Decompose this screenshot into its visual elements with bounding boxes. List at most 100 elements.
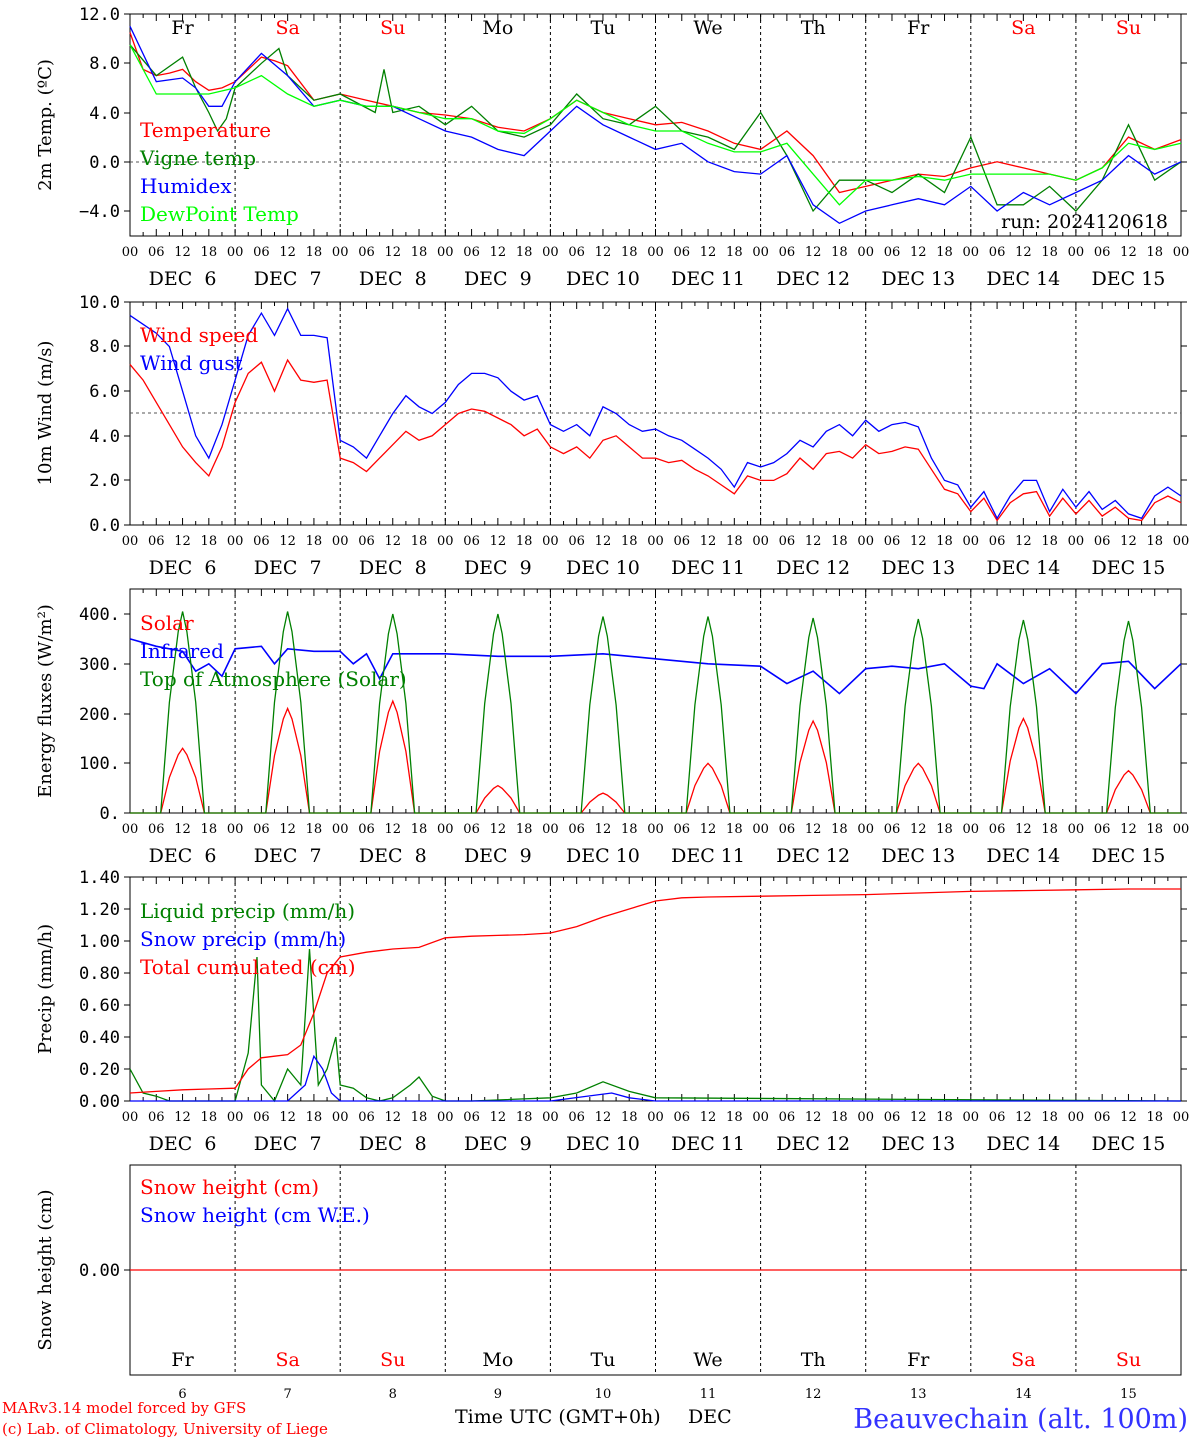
y-axis-label: 10m Wind (m/s) (35, 341, 56, 486)
hour-label: 18 (936, 822, 953, 837)
hour-label: 00 (1068, 822, 1085, 837)
hour-label: 12 (279, 822, 296, 837)
hour-label: 00 (752, 822, 769, 837)
hour-label: 00 (332, 822, 349, 837)
hour-label: 12 (490, 534, 507, 549)
hour-label: 18 (201, 1110, 218, 1125)
date-label: DEC 8 (359, 268, 427, 290)
legend-entry: Snow height (cm) (140, 1175, 319, 1199)
y-axis-label: Energy fluxes (W/m²) (35, 604, 56, 798)
date-label: DEC 9 (464, 845, 532, 867)
hour-label: 18 (726, 1110, 743, 1125)
weekday-label-bottom: Tu (590, 1349, 615, 1371)
hour-label: 06 (253, 245, 270, 260)
day-number: 9 (494, 1387, 502, 1402)
hour-label: 00 (963, 534, 980, 549)
hour-label: 12 (1015, 534, 1032, 549)
y-tick-label: 1.00 (79, 932, 120, 952)
hour-label: 18 (936, 245, 953, 260)
hour-label: 12 (174, 534, 191, 549)
hour-label: 12 (805, 822, 822, 837)
hour-label: 00 (227, 822, 244, 837)
footer-copyright: (c) Lab. of Climatology, University of L… (2, 1420, 328, 1438)
panel-frames (124, 13, 1187, 1376)
legend-entry: Top of Atmosphere (Solar) (140, 667, 407, 691)
hour-label: 18 (201, 245, 218, 260)
hour-label: 06 (1094, 1110, 1111, 1125)
weekday-label-top: Tu (590, 17, 615, 39)
date-label: DEC 10 (566, 1133, 640, 1155)
hour-label: 06 (463, 534, 480, 549)
hour-label: 18 (726, 822, 743, 837)
hour-label: 12 (1015, 822, 1032, 837)
y-tick-label: −4.0 (79, 202, 120, 222)
date-label: DEC 14 (986, 845, 1060, 867)
hour-label: 12 (279, 1110, 296, 1125)
date-label: DEC 13 (881, 557, 955, 579)
hour-label: 06 (674, 822, 691, 837)
hour-label: 18 (831, 245, 848, 260)
date-label: DEC 13 (881, 1133, 955, 1155)
hour-label: 00 (542, 245, 559, 260)
y-tick-label: 100. (79, 754, 120, 774)
y-tick-label: 8.0 (89, 337, 120, 357)
weekday-label-bottom: Fr (907, 1349, 930, 1371)
date-label: DEC 11 (671, 268, 745, 290)
hour-label: 18 (516, 245, 533, 260)
date-label: DEC 15 (1092, 1133, 1166, 1155)
y-tick-label: 300. (79, 655, 120, 675)
y-tick-label: 0.80 (79, 964, 120, 984)
hour-label: 00 (857, 245, 874, 260)
run-annotation: run: 2024120618 (1001, 211, 1168, 233)
series-line-3-3 (130, 611, 1181, 814)
hour-label: 00 (857, 1110, 874, 1125)
hour-label: 06 (568, 534, 585, 549)
hour-label: 18 (1146, 822, 1163, 837)
hour-label: 00 (1173, 534, 1190, 549)
hour-label: 06 (253, 534, 270, 549)
series-lines (129, 26, 1182, 1271)
hour-label: 00 (437, 245, 454, 260)
series-line-2-1 (129, 358, 1182, 522)
hour-label: 06 (674, 245, 691, 260)
hour-label: 00 (122, 534, 139, 549)
hour-label: 00 (647, 534, 664, 549)
hour-label: 18 (411, 822, 428, 837)
y-tick-label: 12.0 (79, 5, 120, 25)
day-number: 6 (178, 1387, 186, 1402)
legend-entry: Snow height (cm W.E.) (140, 1203, 370, 1227)
date-label: DEC 13 (881, 845, 955, 867)
y-tick-label: 2.0 (89, 471, 120, 491)
hour-label: 06 (884, 245, 901, 260)
hour-label: 12 (700, 534, 717, 549)
hour-label: 18 (306, 1110, 323, 1125)
hour-label: 00 (963, 1110, 980, 1125)
legend-entry: Wind speed (140, 323, 258, 347)
hour-label: 12 (1120, 1110, 1137, 1125)
weekday-label-top: Mo (482, 17, 513, 39)
y-tick-label: 0.40 (79, 1028, 120, 1048)
hour-label: 18 (306, 245, 323, 260)
legend-entry: Wind gust (140, 351, 243, 375)
series-line-1-3 (129, 26, 1182, 225)
series-line-4-3 (129, 888, 1181, 1094)
date-label: DEC 7 (254, 1133, 322, 1155)
weekday-label-top: Su (1116, 17, 1141, 39)
date-label: DEC 15 (1092, 845, 1166, 867)
weekday-label-top: Fr (907, 17, 930, 39)
hour-label: 06 (674, 534, 691, 549)
hour-label: 12 (1015, 245, 1032, 260)
hour-label: 18 (1146, 534, 1163, 549)
footer-model: MARv3.14 model forced by GFS (2, 1399, 246, 1417)
date-label: DEC 11 (671, 845, 745, 867)
weekday-label-bottom: Mo (482, 1349, 513, 1371)
hour-label: 06 (148, 245, 165, 260)
hour-label: 00 (542, 534, 559, 549)
day-number: 8 (389, 1387, 397, 1402)
y-tick-label: 0.00 (79, 1261, 120, 1281)
hour-label: 18 (621, 534, 638, 549)
weekday-label-bottom: Su (1116, 1349, 1141, 1371)
weekday-label-bottom: Su (380, 1349, 405, 1371)
date-label: DEC 14 (986, 557, 1060, 579)
